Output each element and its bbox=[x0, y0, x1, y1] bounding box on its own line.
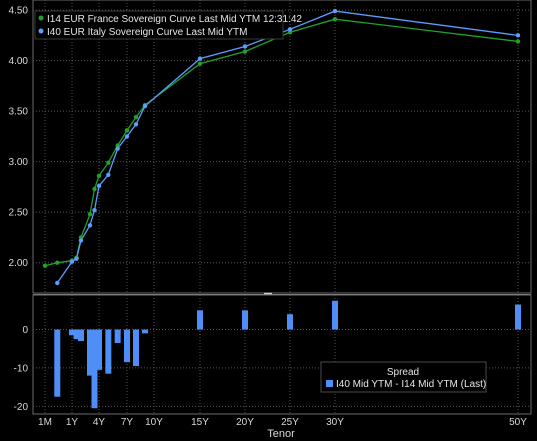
spread-bar bbox=[197, 310, 203, 330]
x-tick-label: 7Y bbox=[121, 417, 134, 428]
top-plot-frame bbox=[32, 0, 532, 294]
spread-bars bbox=[54, 300, 521, 409]
spread-bar bbox=[96, 329, 102, 370]
bottom-y-tick-label: -20 bbox=[14, 402, 29, 413]
curve-point-france bbox=[42, 263, 48, 268]
curve-point-france bbox=[515, 39, 521, 44]
x-axis-ticks: 1M 1Y 4Y 7Y 10Y 15Y 20Y 25Y 30Y 50Y bbox=[38, 417, 527, 428]
curve-point-france bbox=[197, 61, 203, 66]
curve-point-france bbox=[124, 128, 130, 133]
x-tick-label: 1Y bbox=[66, 417, 79, 428]
curve-point-italy bbox=[287, 27, 293, 32]
curve-point-italy bbox=[55, 280, 60, 286]
curve-point-italy bbox=[87, 223, 93, 228]
x-tick-label: 30Y bbox=[326, 417, 344, 428]
curve-point-italy bbox=[69, 259, 75, 264]
curve-point-france bbox=[96, 173, 102, 178]
spread-bar bbox=[133, 329, 139, 367]
top-y-tick-label: 4.50 bbox=[9, 6, 29, 17]
curve-legend: I14 EUR France Sovereign Curve Last Mid … bbox=[34, 10, 302, 40]
legend-italy-marker bbox=[38, 28, 44, 34]
curve-point-france bbox=[92, 186, 97, 192]
spread-bar bbox=[105, 329, 112, 374]
curve-point-italy bbox=[115, 146, 120, 151]
bottom-y-ticks: 0 -10 -20 bbox=[14, 325, 29, 413]
bottom-grid bbox=[33, 295, 531, 414]
spread-bar bbox=[54, 329, 61, 397]
legend-france-label: I14 EUR France Sovereign Curve Last Mid … bbox=[47, 14, 302, 25]
spread-bar bbox=[87, 329, 93, 376]
spread-bar bbox=[332, 300, 338, 330]
spread-legend-box bbox=[320, 361, 487, 393]
curve-point-france bbox=[133, 115, 139, 120]
top-y-tick-label: 3.00 bbox=[9, 157, 29, 168]
curve-point-italy bbox=[74, 256, 79, 261]
curve-point-italy bbox=[133, 122, 139, 127]
x-tick-label: 4Y bbox=[93, 417, 106, 428]
curve-point-france bbox=[87, 211, 93, 217]
curve-point-italy bbox=[124, 134, 130, 139]
yield-curve-panel: 2.00 2.50 3.00 3.50 4.00 4.50 I14 EUR France … bbox=[9, 0, 532, 294]
curve-point-italy bbox=[92, 207, 97, 213]
curve-point-italy bbox=[197, 56, 203, 61]
x-tick-label: 50Y bbox=[509, 417, 527, 428]
spread-bar bbox=[142, 329, 148, 334]
x-axis-title: Tenor bbox=[267, 428, 295, 440]
top-y-tick-label: 2.00 bbox=[9, 258, 29, 269]
curve-point-italy bbox=[106, 172, 111, 177]
spread-bar bbox=[78, 329, 84, 342]
spread-legend-title: Spread bbox=[387, 367, 419, 378]
top-grid bbox=[33, 0, 531, 293]
curve-point-france bbox=[242, 49, 248, 54]
spread-bar bbox=[114, 329, 121, 343]
spread-bar bbox=[73, 329, 80, 340]
curve-legend-box bbox=[34, 10, 284, 40]
spread-legend-label: I40 Mid YTM - I14 Mid YTM (Last) bbox=[336, 379, 486, 390]
x-tick-label: 1M bbox=[38, 417, 52, 428]
spread-bar bbox=[242, 310, 248, 330]
spread-legend-swatch bbox=[326, 380, 333, 387]
spread-bar bbox=[515, 304, 521, 330]
curve-point-italy bbox=[515, 33, 521, 38]
spread-bar bbox=[69, 329, 75, 336]
curve-point-france bbox=[332, 16, 338, 22]
curve-point-france bbox=[106, 160, 111, 165]
x-tick-label: 20Y bbox=[236, 417, 254, 428]
yield-curve-points bbox=[42, 8, 521, 286]
bottom-plot-frame bbox=[32, 294, 532, 415]
curve-point-italy bbox=[242, 44, 248, 49]
spread-panel: 0 -10 -20 Spread I40 Mid YTM - I14 Mid YTM… bbox=[14, 294, 532, 415]
curve-point-france bbox=[78, 235, 84, 240]
legend-france-marker bbox=[38, 15, 44, 21]
x-tick-label: 10Y bbox=[145, 417, 163, 428]
bottom-y-tick-label: 0 bbox=[22, 325, 28, 336]
curve-point-france bbox=[287, 30, 293, 35]
spread-bar bbox=[91, 329, 98, 409]
curve-point-france bbox=[115, 143, 120, 148]
curve-point-france bbox=[55, 260, 60, 265]
top-y-tick-label: 2.50 bbox=[9, 208, 29, 219]
curve-point-italy bbox=[78, 238, 84, 243]
top-y-tick-label: 4.00 bbox=[9, 56, 29, 67]
x-tick-label: 25Y bbox=[281, 417, 299, 428]
top-y-tick-label: 3.50 bbox=[9, 107, 29, 118]
spread-bar bbox=[124, 329, 130, 363]
spread-bar bbox=[287, 314, 293, 330]
bottom-y-tick-label: -10 bbox=[14, 363, 29, 374]
spread-legend: Spread I40 Mid YTM - I14 Mid YTM (Last) bbox=[320, 361, 487, 393]
top-y-ticks: 2.00 2.50 3.00 3.50 4.00 4.50 bbox=[9, 6, 29, 270]
curve-point-italy bbox=[96, 183, 102, 189]
legend-italy-label: I40 EUR Italy Sovereign Curve Last Mid Y… bbox=[47, 27, 247, 38]
curve-point-italy bbox=[142, 103, 148, 109]
x-tick-label: 15Y bbox=[191, 417, 209, 428]
curve-point-italy bbox=[332, 8, 338, 14]
